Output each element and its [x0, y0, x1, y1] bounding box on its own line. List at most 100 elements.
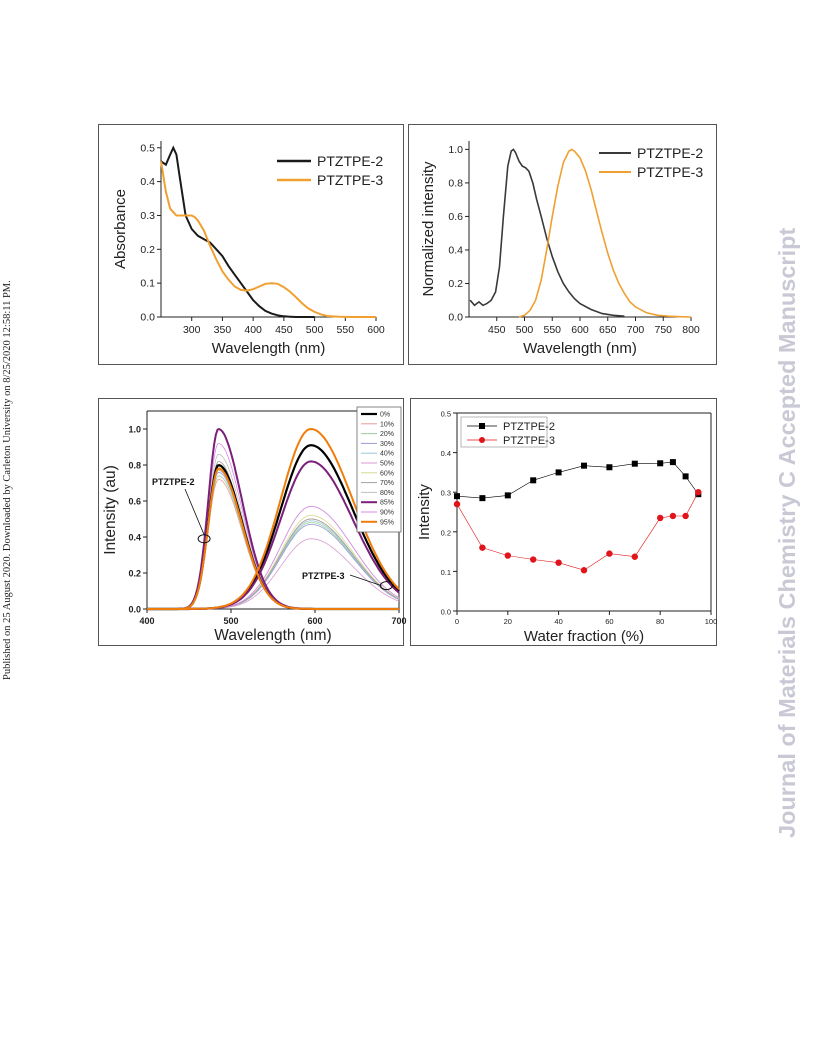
legend-label: 85%	[380, 500, 394, 507]
y-tick-label: 0.0	[140, 312, 155, 324]
data-point	[669, 512, 677, 520]
y-tick-label: 0.2	[448, 278, 463, 290]
data-point	[695, 489, 702, 496]
x-tick-label: 550	[543, 324, 561, 336]
legend-label: 0%	[380, 412, 390, 419]
legend-label: PTZTPE-3	[637, 164, 703, 180]
data-point	[555, 469, 562, 476]
x-tick-label: 80	[656, 617, 664, 626]
data-point	[631, 460, 638, 467]
data-point	[657, 460, 664, 467]
series-line-PTZTPE-2	[456, 461, 699, 499]
x-tick-label: 500	[306, 324, 324, 336]
legend-label: PTZTPE-2	[317, 153, 383, 169]
y-axis-title: Intensity	[416, 484, 433, 540]
x-tick-label: 500	[223, 616, 238, 626]
series-line-PTZTPE-2	[469, 148, 625, 317]
y-tick-label: 0.3	[140, 210, 155, 222]
y-tick-label: 0.4	[128, 533, 141, 543]
annotation-arrow	[349, 574, 382, 586]
water-fraction-spectra-panel: 400 500 600 700 0.0 0.2 0.4 0.6 0.8 1.0 Wavelength…	[98, 398, 407, 646]
y-tick-label: 1.0	[448, 144, 463, 156]
legend-label: 70%	[380, 480, 394, 487]
data-point	[669, 459, 676, 466]
x-axis-title: Wavelength (nm)	[214, 627, 331, 644]
series-line-PTZTPE-3	[518, 148, 692, 318]
absorbance-chart: 300 350 400 450 500 550 600 0.0 0.1 0.2 0.3 0.4 0.5 W…	[112, 141, 385, 357]
x-tick-label: 600	[307, 616, 322, 626]
y-tick-label: 0.3	[441, 489, 451, 498]
legend-label: 50%	[380, 461, 394, 468]
y-tick-label: 0.1	[441, 568, 451, 577]
y-tick-label: 1.0	[128, 425, 141, 435]
y-tick-label: 0.0	[441, 608, 451, 617]
annotation-label: PTZTPE-2	[152, 477, 195, 487]
x-tick-label: 600	[571, 324, 589, 336]
data-point	[530, 556, 537, 563]
data-point	[682, 512, 689, 520]
x-tick-label: 400	[139, 616, 154, 626]
annotation-arrow	[184, 488, 205, 535]
data-point	[479, 495, 486, 502]
y-tick-label: 0.8	[448, 177, 463, 189]
data-point	[454, 493, 460, 500]
normalized-emission-chart: 450 500 550 600 650 700 750 800 0.0 0.2 0.4 0.6 0.8 1…	[420, 141, 703, 357]
y-tick-label: 0.2	[128, 569, 141, 579]
series-line-PTZTPE-3	[160, 161, 376, 318]
x-tick-label: 400	[244, 324, 262, 336]
data-point	[682, 473, 689, 480]
x-tick-label: 550	[337, 324, 355, 336]
x-tick-label: 500	[516, 324, 534, 336]
x-axis-title: Water fraction (%)	[524, 628, 644, 645]
y-tick-label: 0.4	[441, 449, 451, 458]
legend-label: 80%	[380, 490, 394, 497]
data-point	[504, 492, 511, 499]
x-tick-label: 450	[275, 324, 293, 336]
x-tick-label: 60	[605, 617, 613, 626]
y-tick-label: 0.2	[441, 528, 451, 537]
legend-label: PTZTPE-3	[317, 172, 383, 188]
y-tick-label: 0.5	[441, 410, 451, 419]
legend-marker	[479, 437, 485, 443]
y-tick-label: 0.6	[448, 211, 463, 223]
data-point	[580, 567, 588, 574]
x-tick-label: 0	[455, 617, 459, 626]
annotation-label: PTZTPE-3	[302, 571, 345, 581]
journal-watermark: Journal of Materials Chemistry C Accepte…	[774, 227, 800, 839]
x-tick-label: 20	[504, 617, 512, 626]
x-tick-label: 100	[705, 617, 718, 626]
y-tick-label: 0.4	[448, 244, 463, 256]
legend-label: PTZTPE-2	[637, 145, 703, 161]
x-tick-label: 350	[214, 324, 232, 336]
data-point	[479, 544, 486, 551]
legend-label: 95%	[380, 519, 394, 526]
legend-label: 30%	[380, 441, 394, 448]
legend-label: 40%	[380, 451, 394, 458]
y-tick-label: 0.5	[140, 142, 155, 154]
y-axis-title: Normalized intensity	[420, 161, 437, 297]
x-tick-label: 40	[554, 617, 562, 626]
x-tick-label: 650	[599, 324, 617, 336]
legend-label: PTZTPE-2	[503, 421, 555, 433]
legend-marker	[479, 423, 485, 429]
y-tick-label: 0.8	[128, 461, 141, 471]
y-tick-label: 0.1	[140, 278, 155, 290]
legend-label: 90%	[380, 510, 394, 517]
x-tick-label: 450	[488, 324, 506, 336]
data-point	[631, 553, 638, 560]
legend-box	[460, 416, 548, 448]
data-point	[657, 514, 664, 522]
legend-box	[356, 406, 402, 533]
data-point	[504, 552, 511, 559]
y-axis-title: Intensity (au)	[102, 465, 119, 555]
intensity-vs-water-chart: 0 20 40 60 80 100 0.0 0.1 0.2 0.3 0.4 0.5 Water frac…	[416, 410, 718, 646]
water-fraction-spectra-chart: 400 500 600 700 0.0 0.2 0.4 0.6 0.8 1.0 Wavelength…	[102, 406, 407, 644]
x-tick-label: 750	[654, 324, 672, 336]
x-tick-label: 800	[682, 324, 700, 336]
data-point	[581, 462, 587, 469]
series-line-PTZTPE-3	[456, 492, 699, 571]
y-tick-label: 0.0	[448, 312, 463, 324]
x-axis-title: Wavelength (nm)	[212, 340, 326, 357]
y-tick-label: 0.2	[140, 244, 155, 256]
legend-label: PTZTPE-3	[503, 435, 555, 447]
